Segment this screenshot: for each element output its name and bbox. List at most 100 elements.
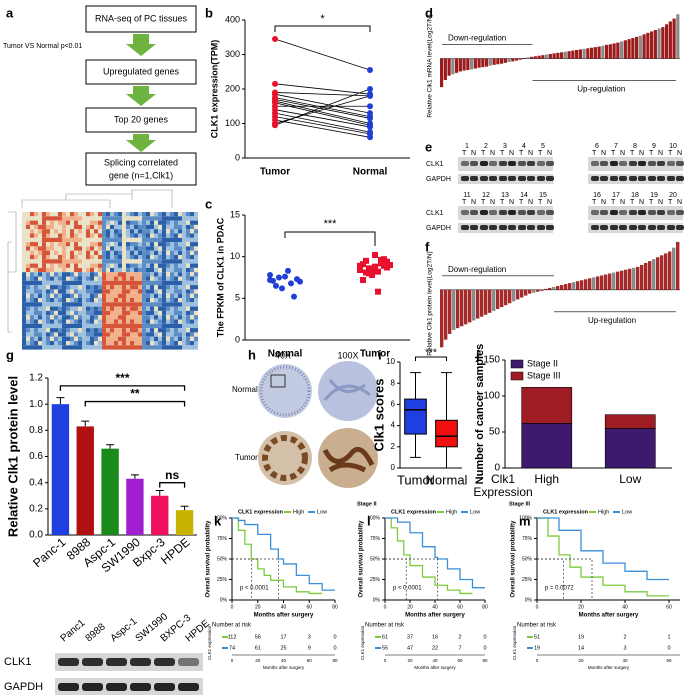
heat-cell xyxy=(194,224,198,230)
heat-cell xyxy=(174,212,178,217)
heat-cell xyxy=(106,267,110,273)
bar xyxy=(644,263,648,290)
heat-cell xyxy=(174,216,178,221)
heat-cell xyxy=(66,263,70,268)
heat-cell xyxy=(58,267,62,273)
heat-cell xyxy=(178,280,182,286)
band xyxy=(610,225,618,230)
band xyxy=(657,225,665,230)
y-tick-label: 150 xyxy=(483,355,500,366)
heat-cell xyxy=(58,263,62,268)
heat-cell xyxy=(70,328,74,333)
heat-cell xyxy=(150,259,154,264)
heat-cell xyxy=(50,310,54,316)
heat-cell xyxy=(38,336,42,341)
heat-cell xyxy=(82,212,86,217)
heat-cell xyxy=(50,220,54,225)
heat-cell xyxy=(106,224,110,230)
flow-box xyxy=(85,107,197,133)
heat-cell xyxy=(58,289,62,294)
heat-cell xyxy=(182,224,186,230)
heat-cell xyxy=(106,242,110,247)
heat-cell xyxy=(130,276,134,281)
heat-cell xyxy=(170,212,174,217)
heat-cell xyxy=(74,315,78,320)
bar xyxy=(508,289,512,304)
heat-cell xyxy=(110,216,114,221)
lane-number: 3 xyxy=(503,143,507,150)
heat-cell xyxy=(66,229,70,234)
legend-label: Stage II xyxy=(527,358,558,368)
heat-cell xyxy=(166,255,170,260)
heat-cell xyxy=(134,242,138,247)
heat-cell xyxy=(94,319,98,324)
heat-cell xyxy=(54,293,58,298)
heat-cell xyxy=(78,315,82,320)
heat-cell xyxy=(186,220,190,225)
bar xyxy=(572,282,576,290)
heat-cell xyxy=(98,310,102,316)
lane-tn: T xyxy=(611,150,616,157)
legend-swatch xyxy=(510,371,524,381)
heat-cell xyxy=(98,216,102,221)
heat-cell xyxy=(134,216,138,221)
heat-cell xyxy=(78,345,82,350)
band xyxy=(499,161,507,166)
dot xyxy=(272,122,278,129)
y-tick-label: 50 xyxy=(489,427,501,438)
heat-cell xyxy=(26,242,30,247)
heat-cell xyxy=(58,224,62,230)
heat-cell xyxy=(86,237,90,243)
heat-cell xyxy=(194,289,198,294)
lane-tn: T xyxy=(500,199,505,206)
risk-count: 61 xyxy=(382,634,388,640)
heat-cell xyxy=(38,276,42,281)
heat-cell xyxy=(166,336,170,341)
heat-cell xyxy=(98,263,102,268)
heat-cell xyxy=(138,328,142,333)
lane-number: 15 xyxy=(539,192,547,199)
heat-cell xyxy=(134,224,138,230)
heat-cell xyxy=(46,263,50,268)
heat-cell xyxy=(146,332,150,337)
heat-cell xyxy=(50,276,54,281)
heat-cell xyxy=(150,224,154,230)
bar xyxy=(455,58,459,73)
heat-cell xyxy=(138,237,142,243)
bar xyxy=(665,24,669,59)
heat-cell xyxy=(122,310,126,316)
heat-cell xyxy=(66,341,70,346)
heat-cell xyxy=(174,280,178,286)
heat-cell xyxy=(26,345,30,350)
heat-cell xyxy=(50,237,54,243)
heat-cell xyxy=(154,255,158,260)
heat-cell xyxy=(86,263,90,268)
heat-cell xyxy=(62,285,66,290)
band xyxy=(667,176,675,181)
heat-cell xyxy=(42,293,46,298)
heat-cell xyxy=(130,323,134,329)
band xyxy=(527,210,535,215)
heat-cell xyxy=(22,280,26,286)
heat-cell xyxy=(154,302,158,307)
ihc-texture xyxy=(262,435,308,481)
heat-cell xyxy=(146,246,150,251)
cell-line-label: 8988 xyxy=(84,621,108,644)
risk-x-label: Months after surgery xyxy=(414,665,456,670)
heat-cell xyxy=(50,302,54,307)
lane-tn: T xyxy=(481,199,486,206)
heat-cell xyxy=(102,276,106,281)
heat-cell xyxy=(134,237,138,243)
heat-cell xyxy=(174,276,178,281)
heat-cell xyxy=(50,319,54,324)
heat-cell xyxy=(114,263,118,268)
bar xyxy=(477,58,481,68)
heat-cell xyxy=(138,250,142,255)
survival-curve xyxy=(232,517,323,595)
heat-cell xyxy=(134,263,138,268)
heat-cell xyxy=(58,293,62,298)
heat-cell xyxy=(190,233,194,238)
band xyxy=(676,161,684,166)
ihc-image xyxy=(258,364,312,418)
heat-cell xyxy=(158,302,162,307)
